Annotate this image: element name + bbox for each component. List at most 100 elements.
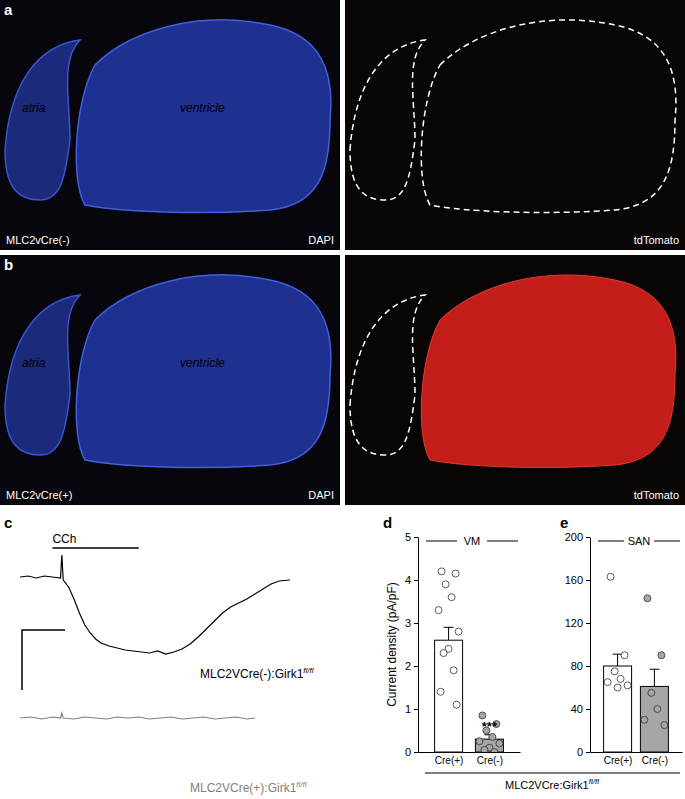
panel-label: d	[383, 514, 392, 531]
tick-mark	[586, 666, 590, 667]
data-point	[621, 652, 628, 659]
figure: atriaventricleMLC2vCre(-)DAPItdTomatoatr…	[0, 0, 685, 799]
plot-area	[20, 555, 290, 654]
genotype-label: MLC2vCre(+)	[6, 489, 72, 501]
image-background	[0, 0, 340, 250]
shared-label-main: MLC2VCre:Girk1	[505, 779, 589, 791]
plot-area	[435, 568, 504, 752]
panel-label: a	[4, 1, 13, 18]
dapi-image: atriaventricleMLC2vCre(-)DAPI	[0, 0, 340, 250]
data-point	[481, 746, 488, 752]
tick-mark	[414, 623, 418, 624]
tick: Cre(-)	[477, 752, 503, 766]
tick: 2	[405, 660, 418, 672]
tick-mark	[414, 580, 418, 581]
data-point	[604, 679, 611, 686]
tick-mark	[586, 537, 590, 538]
group-label-background	[457, 533, 487, 549]
axis-line	[419, 752, 521, 753]
tick: 120	[565, 617, 590, 629]
y-axis: 012345	[405, 531, 419, 758]
data-point	[496, 740, 503, 747]
stain-label: DAPI	[308, 489, 334, 501]
stain-label: DAPI	[308, 234, 334, 246]
trace-panel: CChMLC2VCre(-):Girk1fl/fl	[20, 532, 314, 690]
tick: 160	[565, 574, 590, 586]
atria-outline	[350, 40, 425, 200]
x-axis: Cre(+) Cre(-)	[591, 752, 683, 766]
data-point	[644, 595, 651, 602]
error-bar	[444, 627, 454, 640]
trace-label: MLC2VCre(-):Girk1fl/fl	[200, 666, 314, 681]
data-point	[654, 706, 661, 713]
tick-label: 40	[571, 703, 583, 715]
shared-label-line	[425, 773, 680, 774]
tick-mark	[414, 709, 418, 710]
reporter-image: tdTomato	[345, 255, 685, 505]
group-label: VM	[464, 535, 481, 547]
data-point	[607, 573, 614, 580]
tick: 4	[405, 574, 418, 586]
tick-label: Cre(-)	[477, 755, 503, 766]
reporter-label: tdTomato	[634, 234, 679, 246]
error-bar	[649, 669, 659, 686]
reporter-image: tdTomato	[345, 0, 685, 250]
data-point	[453, 701, 460, 708]
trace-label-main: MLC2VCre(-):Girk1	[200, 667, 304, 681]
axis-line	[590, 538, 591, 753]
data-point	[624, 682, 631, 689]
scale-bar	[22, 630, 65, 690]
atria-outline	[350, 295, 425, 455]
bar	[640, 686, 668, 752]
trace-label-superscript: fl/fl	[296, 780, 306, 789]
tick-label: Cre(+)	[435, 755, 464, 766]
data-point	[452, 570, 459, 577]
tick: Cre(+)	[604, 752, 633, 766]
tick-label: 1	[405, 703, 411, 715]
tick-mark	[414, 666, 418, 667]
ventricle-tissue	[76, 275, 331, 468]
data-point	[437, 688, 444, 695]
axis-line	[591, 752, 683, 753]
data-point	[440, 650, 447, 657]
significance-label: ***	[482, 719, 498, 734]
data-point	[435, 607, 442, 614]
group-label-background	[624, 533, 654, 549]
tick-mark	[414, 537, 418, 538]
ventricle-outline	[421, 20, 676, 213]
trace-label: MLC2VCre(+):Girk1fl/fl	[190, 780, 307, 795]
tick: 80	[571, 660, 590, 672]
data-point	[491, 749, 498, 753]
tick-label: Cre(+)	[604, 755, 633, 766]
atria-tissue	[5, 295, 80, 455]
drug-application-bar	[52, 547, 138, 549]
tick-label: 4	[405, 574, 411, 586]
tick: 0	[577, 746, 590, 758]
y-axis: 0 40 80 120 160 200	[565, 531, 591, 758]
image-background	[345, 255, 685, 505]
trace-label-main: MLC2VCre(+):Girk1	[190, 781, 297, 795]
data-point	[448, 594, 455, 601]
tick-label: 3	[405, 617, 411, 629]
ventricle-tissue	[76, 20, 331, 213]
tick: Cre(-)	[642, 752, 668, 766]
image-background	[0, 255, 340, 505]
shared-label: MLC2VCre:Girk1fl/fl	[505, 777, 599, 791]
tick-mark	[586, 709, 590, 710]
x-axis: Cre(+) Cre(-)	[419, 752, 521, 766]
data-point	[648, 689, 655, 696]
trace-panel: MLC2VCre(+):Girk1fl/fl	[20, 713, 307, 795]
tick-label: 200	[565, 531, 583, 543]
tick: 1	[405, 703, 418, 715]
current-trace	[20, 713, 255, 719]
data-point	[641, 716, 648, 723]
tick-mark	[586, 623, 590, 624]
data-point	[611, 668, 618, 675]
group-label: SAN	[628, 535, 651, 547]
data-point	[614, 684, 621, 691]
data-point	[489, 733, 496, 740]
region-label: atria	[22, 101, 46, 115]
tick-label: 160	[565, 574, 583, 586]
genotype-label: MLC2vCre(-)	[6, 234, 70, 246]
tick: 0	[405, 746, 418, 758]
